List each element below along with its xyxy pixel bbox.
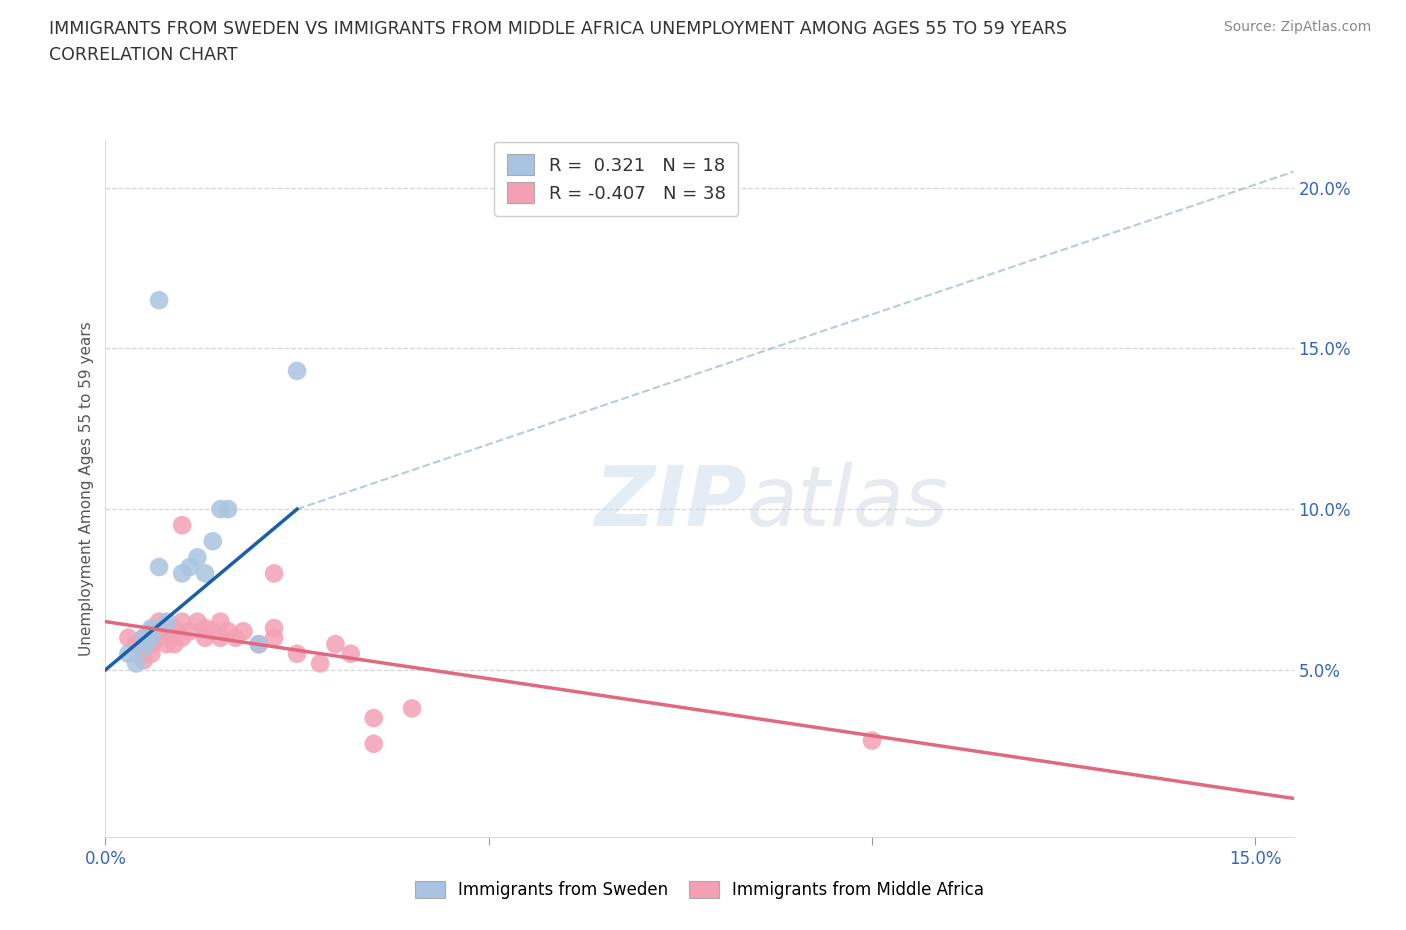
Point	[141, 631, 163, 645]
Point	[225, 631, 247, 645]
Point	[132, 653, 155, 668]
Point	[194, 620, 217, 635]
Point	[325, 637, 347, 652]
Point	[141, 646, 163, 661]
Point	[148, 614, 170, 629]
Point	[247, 637, 270, 652]
Point	[209, 631, 232, 645]
Point	[201, 534, 224, 549]
Point	[172, 566, 194, 581]
Point	[172, 518, 194, 533]
Point	[194, 566, 217, 581]
Text: atlas: atlas	[747, 461, 949, 543]
Point	[172, 614, 194, 629]
Point	[163, 637, 186, 652]
Point	[172, 631, 194, 645]
Point	[217, 501, 239, 516]
Legend: Immigrants from Sweden, Immigrants from Middle Africa: Immigrants from Sweden, Immigrants from …	[408, 874, 991, 906]
Point	[179, 560, 201, 575]
Point	[148, 560, 170, 575]
Point	[285, 646, 308, 661]
Point	[339, 646, 361, 661]
Point	[201, 624, 224, 639]
Point	[860, 733, 883, 748]
Y-axis label: Unemployment Among Ages 55 to 59 years: Unemployment Among Ages 55 to 59 years	[79, 321, 94, 656]
Point	[117, 631, 139, 645]
Point	[141, 624, 163, 639]
Point	[179, 624, 201, 639]
Point	[156, 614, 179, 629]
Point	[401, 701, 423, 716]
Point	[163, 620, 186, 635]
Point	[125, 656, 148, 671]
Text: Source: ZipAtlas.com: Source: ZipAtlas.com	[1223, 20, 1371, 34]
Point	[217, 624, 239, 639]
Point	[285, 364, 308, 379]
Point	[132, 640, 155, 655]
Point	[363, 711, 385, 725]
Point	[156, 620, 179, 635]
Point	[117, 646, 139, 661]
Point	[148, 631, 170, 645]
Point	[125, 637, 148, 652]
Point	[363, 737, 385, 751]
Point	[141, 637, 163, 652]
Text: ZIP: ZIP	[595, 461, 747, 543]
Point	[132, 640, 155, 655]
Point	[263, 566, 285, 581]
Point	[309, 656, 332, 671]
Point	[132, 631, 155, 645]
Point	[148, 293, 170, 308]
Point	[247, 637, 270, 652]
Point	[186, 614, 208, 629]
Point	[209, 614, 232, 629]
Point	[232, 624, 254, 639]
Point	[263, 631, 285, 645]
Point	[141, 620, 163, 635]
Point	[156, 637, 179, 652]
Point	[186, 550, 208, 565]
Point	[263, 620, 285, 635]
Point	[209, 501, 232, 516]
Point	[148, 624, 170, 639]
Point	[194, 631, 217, 645]
Text: IMMIGRANTS FROM SWEDEN VS IMMIGRANTS FROM MIDDLE AFRICA UNEMPLOYMENT AMONG AGES : IMMIGRANTS FROM SWEDEN VS IMMIGRANTS FRO…	[49, 20, 1067, 38]
Point	[132, 631, 155, 645]
Text: CORRELATION CHART: CORRELATION CHART	[49, 46, 238, 64]
